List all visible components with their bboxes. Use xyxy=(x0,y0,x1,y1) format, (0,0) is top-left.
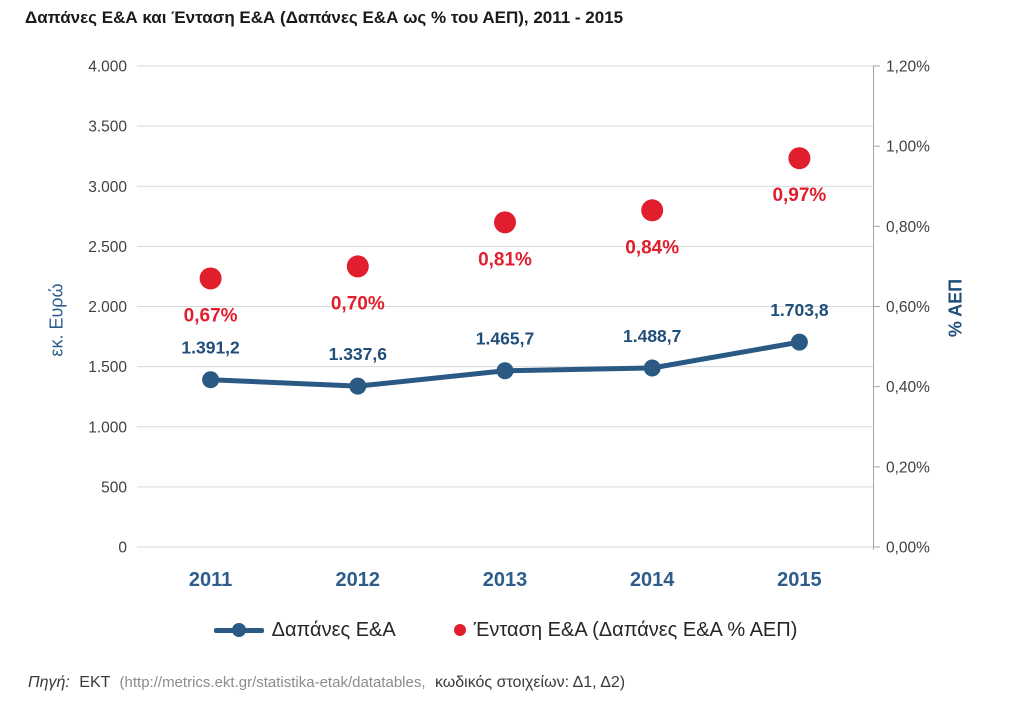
plot-area: 0 500 1.000 1.500 2.000 2.500 3.000 3.500 4.000 0… xyxy=(88,59,930,592)
expenditure-point xyxy=(202,371,220,389)
chart-title: Δαπάνες Ε&Α και Ένταση Ε&Α (Δαπάνες Ε&Α … xyxy=(25,8,624,27)
legend-label-expenditure: Δαπάνες Ε&Α xyxy=(271,618,396,641)
right-axis-title: % ΑΕΠ xyxy=(945,278,966,338)
intensity-point xyxy=(641,199,664,222)
x-axis-label: 2011 xyxy=(189,569,232,591)
right-axis-tick-label: 1,00% xyxy=(886,139,930,156)
dot-icon xyxy=(453,624,466,636)
right-axis-tick-label: 0,60% xyxy=(886,299,930,316)
expenditure-point xyxy=(349,377,367,395)
legend-item-expenditure: Δαπάνες Ε&Α xyxy=(213,618,396,642)
right-axis-tick-label: 0,40% xyxy=(886,379,930,396)
expenditure-point-label: 1.703,8 xyxy=(770,300,829,320)
source-prefix: Πηγή: xyxy=(28,674,70,691)
expenditure-point-label: 1.391,2 xyxy=(181,338,240,358)
source-codes: κωδικός στοιχείων: Δ1, Δ2) xyxy=(434,674,626,691)
right-axis-tick-label: 0,80% xyxy=(886,219,930,236)
source-url: (http://metrics.ekt.gr/statistika-etak/d… xyxy=(119,674,426,691)
left-axis-tick-label: 0 xyxy=(118,540,127,557)
intensity-point-label: 0,84% xyxy=(625,237,679,258)
legend-item-intensity: Ένταση Ε&Α (Δαπάνες Ε&Α % ΑΕΠ) xyxy=(453,618,798,642)
expenditure-point-label: 1.337,6 xyxy=(329,344,388,364)
expenditure-point xyxy=(643,359,661,377)
left-axis-tick-label: 2.000 xyxy=(88,299,127,316)
intensity-point xyxy=(199,267,222,290)
left-axis-tick-label: 1.000 xyxy=(88,419,127,436)
source-line: Πηγή: ΕΚΤ (http://metrics.ekt.gr/statist… xyxy=(28,674,988,692)
legend-label-intensity: Ένταση Ε&Α (Δαπάνες Ε&Α % ΑΕΠ) xyxy=(473,618,798,641)
intensity-point xyxy=(494,211,516,234)
legend: Δαπάνες Ε&Α Ένταση Ε&Α (Δαπάνες Ε&Α % ΑΕ… xyxy=(137,612,874,648)
left-axis-tick-label: 3.500 xyxy=(88,119,127,136)
source-org: ΕΚΤ xyxy=(79,674,111,691)
right-axis-tick-label: 0,00% xyxy=(886,540,930,557)
line-dot-icon xyxy=(213,623,264,637)
right-axis-tick-label: 0,20% xyxy=(886,459,930,476)
left-axis-tick-label: 1.500 xyxy=(88,359,127,376)
expenditure-point xyxy=(790,333,808,351)
left-axis-title: εκ. Ευρώ xyxy=(46,283,67,357)
left-axis-tick-label: 500 xyxy=(101,479,127,496)
intensity-point-label: 0,81% xyxy=(478,249,532,270)
dot-icon xyxy=(231,623,246,637)
left-axis-tick-label: 3.000 xyxy=(88,179,127,196)
x-axis-label: 2014 xyxy=(630,569,675,591)
intensity-point-label: 0,97% xyxy=(772,185,826,206)
left-axis-tick-label: 2.500 xyxy=(88,239,127,256)
x-axis-label: 2013 xyxy=(483,569,528,591)
intensity-point-label: 0,67% xyxy=(184,305,238,326)
expenditure-point-label: 1.465,7 xyxy=(476,329,534,349)
right-axis-tick-label: 1,20% xyxy=(886,59,930,76)
intensity-point-label: 0,70% xyxy=(331,293,385,314)
expenditure-point-label: 1.488,7 xyxy=(623,326,681,346)
expenditure-point xyxy=(496,362,514,380)
x-axis-label: 2012 xyxy=(336,569,381,591)
intensity-point xyxy=(346,255,369,278)
intensity-point xyxy=(788,147,811,170)
x-axis-label: 2015 xyxy=(777,569,822,591)
left-axis-tick-label: 4.000 xyxy=(88,59,127,76)
